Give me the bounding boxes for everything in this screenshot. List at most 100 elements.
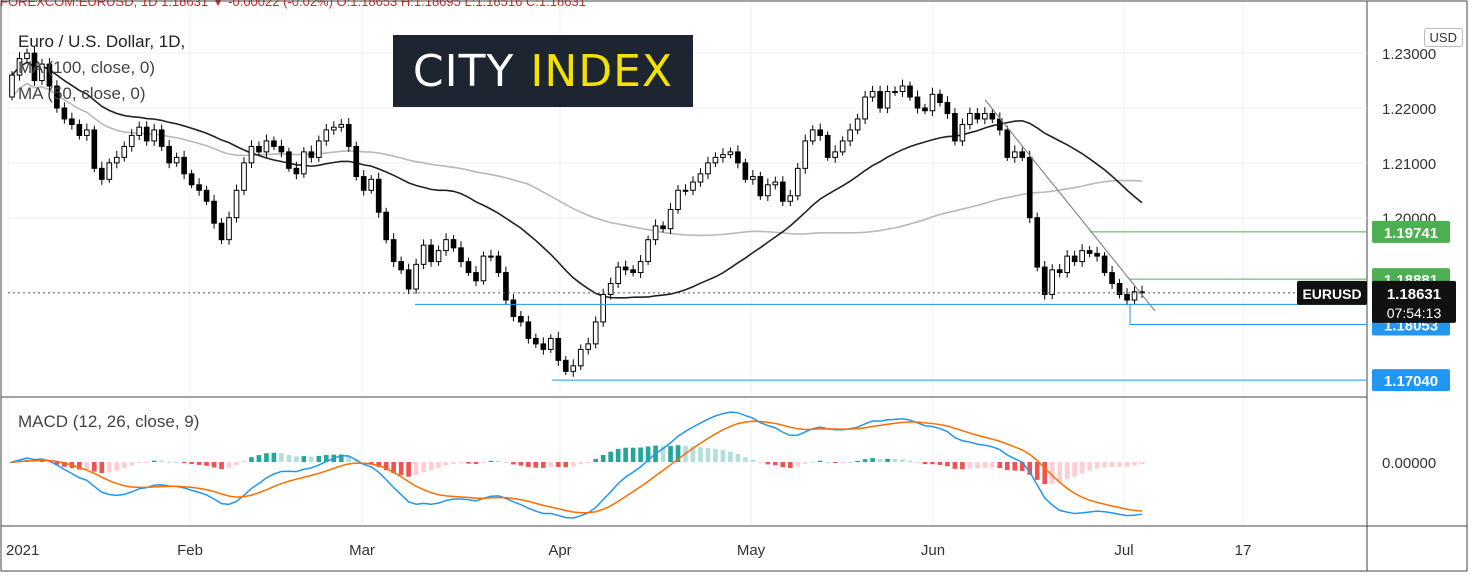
macd-histogram-bar bbox=[241, 460, 247, 462]
candle-body bbox=[705, 162, 711, 175]
macd-histogram-bar bbox=[488, 460, 494, 462]
macd-histogram-bar bbox=[1064, 462, 1070, 480]
candle bbox=[577, 344, 584, 370]
candle bbox=[39, 58, 45, 85]
macd-histogram-bar bbox=[585, 462, 591, 463]
macd-histogram-bar bbox=[286, 454, 292, 462]
candle bbox=[1041, 260, 1048, 300]
macd-histogram-bar bbox=[907, 460, 913, 462]
candle-body bbox=[248, 145, 255, 164]
candle-body bbox=[667, 208, 674, 230]
chart-title: Euro / U.S. Dollar, 1D, bbox=[18, 32, 186, 51]
macd-histogram-bar bbox=[623, 447, 628, 462]
macd-histogram-bar bbox=[990, 462, 995, 468]
candle-body bbox=[585, 343, 592, 350]
macd-line bbox=[11, 411, 1143, 519]
candle bbox=[682, 184, 689, 196]
macd-histogram-bar bbox=[608, 451, 613, 462]
currency-badge[interactable]: USD bbox=[1423, 28, 1463, 47]
candle-body bbox=[1109, 272, 1115, 285]
candle-body bbox=[368, 178, 375, 191]
candle bbox=[585, 337, 592, 355]
last-price-box bbox=[1372, 280, 1456, 323]
candle bbox=[787, 189, 794, 207]
candle bbox=[16, 52, 23, 81]
macd-histogram-bar bbox=[338, 454, 344, 462]
candle bbox=[121, 141, 128, 162]
candle bbox=[1011, 145, 1018, 163]
candle bbox=[884, 85, 891, 114]
candle bbox=[330, 121, 337, 135]
candle bbox=[525, 315, 532, 344]
macd-histogram-bar bbox=[1132, 462, 1137, 466]
candle-body bbox=[817, 129, 824, 136]
macd-histogram-bar bbox=[825, 461, 831, 463]
candle bbox=[473, 266, 479, 287]
candle bbox=[877, 85, 883, 113]
candle bbox=[645, 235, 651, 265]
candle-body bbox=[413, 263, 419, 290]
macd-histogram-bar bbox=[548, 462, 554, 467]
candle-body bbox=[458, 247, 464, 263]
macd-histogram-bar bbox=[690, 446, 696, 462]
candle-body bbox=[435, 250, 442, 263]
candle-body bbox=[1116, 283, 1123, 296]
candle bbox=[278, 139, 285, 158]
macd-histogram-bar bbox=[900, 459, 905, 462]
macd-histogram-bar bbox=[593, 458, 599, 462]
macd-histogram-bar bbox=[960, 462, 965, 470]
candle-body bbox=[630, 269, 636, 274]
macd-histogram-bar bbox=[1042, 462, 1048, 484]
candle bbox=[854, 113, 861, 135]
candle bbox=[637, 255, 644, 279]
candle-body bbox=[84, 129, 90, 136]
macd-histogram-bar bbox=[144, 462, 150, 463]
candle-body bbox=[989, 112, 996, 120]
candle-body bbox=[615, 266, 621, 285]
candle-body bbox=[944, 102, 951, 114]
macd-histogram-bar bbox=[9, 462, 15, 463]
candle bbox=[720, 148, 726, 163]
candle-body bbox=[158, 129, 165, 147]
candle bbox=[113, 150, 120, 169]
candle-body bbox=[233, 189, 240, 219]
candle bbox=[413, 258, 419, 294]
candle bbox=[181, 150, 187, 180]
candle-body bbox=[1064, 255, 1070, 274]
candle bbox=[809, 125, 816, 145]
macd-histogram-bar bbox=[77, 462, 82, 470]
macd-histogram-bar bbox=[481, 462, 486, 463]
candle-body bbox=[46, 63, 53, 87]
candle-body bbox=[1131, 291, 1138, 301]
macd-histogram-bar bbox=[39, 461, 45, 463]
city-index-logo: CITY INDEX bbox=[393, 35, 693, 107]
candle-body bbox=[465, 261, 472, 274]
macd-histogram-bar bbox=[279, 453, 284, 462]
candle bbox=[226, 211, 232, 245]
candle bbox=[263, 134, 270, 158]
candle bbox=[1056, 264, 1063, 278]
candle-body bbox=[622, 266, 629, 271]
candle-body bbox=[136, 126, 143, 136]
x-tick-label: May bbox=[737, 542, 766, 559]
candle bbox=[84, 123, 90, 141]
candle bbox=[308, 145, 315, 163]
macd-histogram-bar bbox=[443, 462, 449, 466]
macd-histogram-bar bbox=[922, 462, 928, 465]
candle bbox=[562, 356, 569, 375]
macd-histogram-bar bbox=[159, 460, 164, 462]
candle bbox=[697, 168, 704, 187]
macd-histogram-bar bbox=[615, 448, 621, 462]
macd-histogram-bar bbox=[1102, 462, 1107, 468]
macd-histogram-bar bbox=[166, 461, 172, 463]
macd-histogram-bar bbox=[196, 462, 202, 465]
y-tick-label: 1.23000 bbox=[1382, 46, 1436, 63]
candle bbox=[450, 235, 457, 252]
candle bbox=[615, 261, 621, 288]
candle bbox=[533, 333, 539, 348]
candle-body bbox=[555, 337, 562, 361]
candle-body bbox=[495, 255, 502, 274]
candle-body bbox=[772, 181, 779, 186]
macd-histogram-bar bbox=[1004, 462, 1010, 471]
